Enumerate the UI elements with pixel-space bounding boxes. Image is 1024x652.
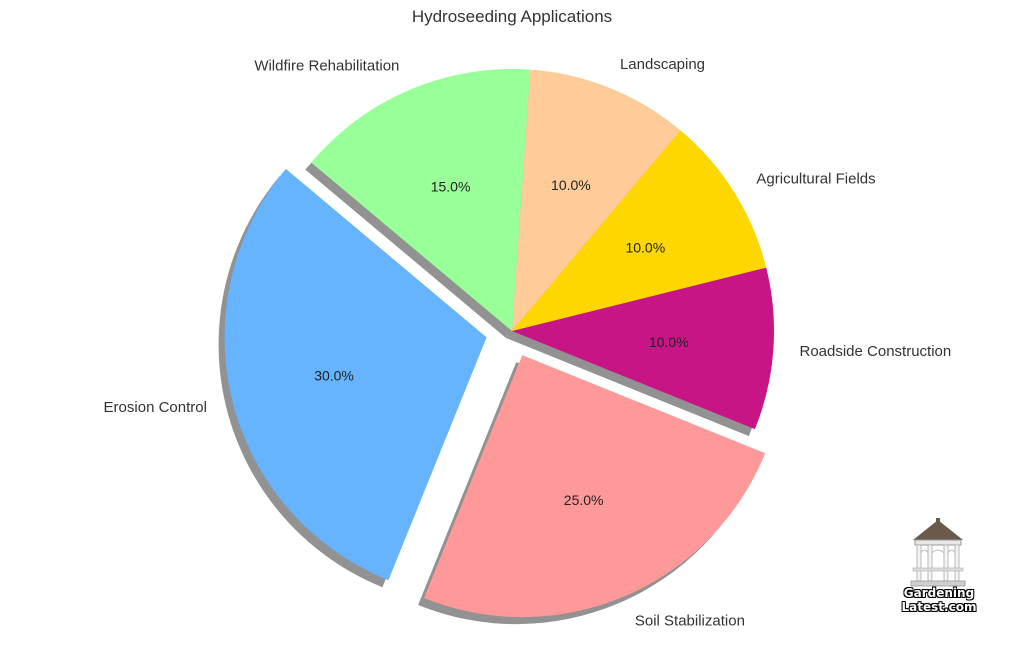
category-label: Wildfire Rehabilitation xyxy=(254,58,399,75)
category-label: Roadside Construction xyxy=(799,343,951,360)
gazebo-logo-icon xyxy=(893,518,983,618)
percent-label: 10.0% xyxy=(551,177,591,193)
pie-slice-landscaping xyxy=(512,69,681,332)
category-label: Erosion Control xyxy=(104,399,207,416)
slice-labels: 30.0% Erosion Control 25.0% Soil Stabilizat… xyxy=(104,56,952,630)
pie-slice-soil-stabilization xyxy=(424,355,766,618)
percent-label: 10.0% xyxy=(625,240,665,256)
percent-label: 30.0% xyxy=(314,367,354,383)
chart-title: Hydroseeding Applications xyxy=(411,7,613,26)
logo-text-line2: Latest.com xyxy=(901,600,977,614)
pie-slices xyxy=(224,69,774,618)
pie-slice-erosion-control xyxy=(224,168,487,581)
pie-slice-wildfire-rehabilitation xyxy=(311,69,531,332)
percent-label: 25.0% xyxy=(564,492,604,508)
category-label: Soil Stabilization xyxy=(635,612,745,629)
category-label: Landscaping xyxy=(620,56,705,73)
category-label: Agricultural Fields xyxy=(756,170,875,187)
percent-label: 10.0% xyxy=(649,334,689,350)
percent-label: 15.0% xyxy=(431,178,471,194)
logo-text-line1: Gardening xyxy=(903,586,975,600)
pie-slice-agricultural-fields xyxy=(512,130,767,331)
pie-slice-roadside-construction xyxy=(512,267,774,430)
